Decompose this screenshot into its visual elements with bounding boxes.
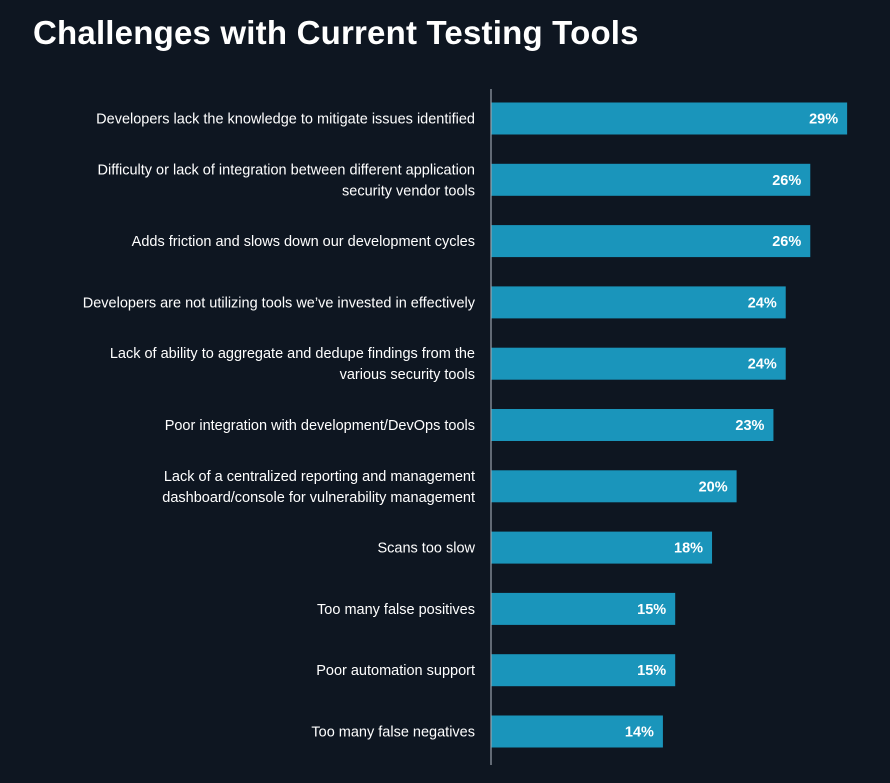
category-label-line: Developers lack the knowledge to mitigat… (96, 112, 475, 128)
bar (491, 592, 676, 625)
bar (491, 163, 811, 196)
category-label-line: security vendor tools (342, 183, 475, 199)
chart-title: Challenges with Current Testing Tools (33, 14, 639, 51)
category-label: Lack of ability to aggregate and dedupe … (110, 346, 475, 383)
category-label: Scans too slow (377, 541, 475, 557)
bar-value-label: 18% (674, 541, 703, 557)
bar-value-label: 24% (748, 295, 777, 311)
category-label-line: Lack of ability to aggregate and dedupe … (110, 346, 475, 362)
category-label-line: Scans too slow (377, 541, 475, 557)
category-label: Lack of a centralized reporting and mana… (162, 469, 475, 506)
bar-value-label: 26% (772, 234, 801, 250)
bar (491, 470, 737, 503)
category-label: Developers lack the knowledge to mitigat… (96, 112, 475, 128)
bar-value-label: 15% (637, 663, 666, 679)
bar-value-label: 26% (772, 173, 801, 189)
category-label-line: Developers are not utilizing tools we’ve… (83, 295, 476, 311)
category-label: Difficulty or lack of integration betwee… (98, 162, 476, 199)
category-label: Adds friction and slows down our develop… (132, 234, 475, 250)
category-label: Too many false positives (317, 602, 475, 618)
category-label: Too many false negatives (311, 725, 475, 741)
bar-value-label: 24% (748, 357, 777, 373)
bar-value-label: 14% (625, 725, 654, 741)
bar (491, 286, 786, 319)
bar (491, 715, 663, 748)
category-label-line: Lack of a centralized reporting and mana… (164, 469, 475, 485)
bar (491, 347, 786, 380)
bar (491, 531, 713, 564)
category-label-line: Adds friction and slows down our develop… (132, 234, 475, 250)
bar-value-label: 20% (699, 479, 728, 495)
category-label-line: Poor automation support (316, 663, 475, 679)
category-label: Poor integration with development/DevOps… (165, 418, 475, 434)
category-label: Poor automation support (316, 663, 475, 679)
category-label-line: Difficulty or lack of integration betwee… (98, 162, 476, 178)
category-label-line: dashboard/console for vulnerability mana… (162, 490, 475, 506)
category-label-line: various security tools (340, 367, 475, 383)
bar (491, 654, 676, 687)
category-label: Developers are not utilizing tools we’ve… (83, 295, 476, 311)
bar (491, 409, 774, 441)
bar-value-label: 23% (735, 418, 764, 434)
bar (491, 225, 811, 258)
category-label-line: Too many false positives (317, 602, 475, 618)
category-label-line: Poor integration with development/DevOps… (165, 418, 475, 434)
bar-value-label: 15% (637, 602, 666, 618)
bar (491, 102, 848, 135)
bar-value-label: 29% (809, 112, 838, 128)
category-label-line: Too many false negatives (311, 725, 475, 741)
